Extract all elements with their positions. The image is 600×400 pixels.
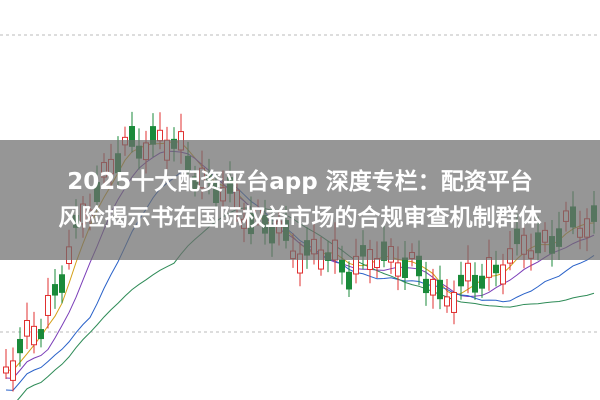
candle-body [437,279,443,300]
candle-body [430,278,436,296]
candle-body [52,284,58,296]
candle-body [38,329,44,340]
candle-body [486,257,492,278]
candle-body [31,325,37,346]
title-line: 风险揭示书在国际权益市场的合规审查机制群体 [58,205,542,231]
candle-body [444,296,450,307]
candle-body [24,320,30,337]
candle-body [493,264,499,274]
candle-body [451,291,457,313]
candle-body [3,366,9,374]
candle-body [465,262,471,282]
candle-body [458,274,464,287]
candle-body [17,338,23,354]
candle-body [479,275,485,289]
title-line: 2025十大配资平台app 深度专栏：配资平台 [67,169,533,195]
candle-body [346,271,352,290]
candle-body [339,259,345,273]
candle-body [472,274,478,293]
title-banner: 2025十大配资平台app 深度专栏：配资平台 风险揭示书在国际权益市场的合规审… [0,140,600,260]
candle-body [10,360,16,381]
candle-body [423,278,429,294]
candle-body [45,294,51,316]
candle-body [402,257,408,279]
candle-body [500,264,506,285]
candle-body [59,274,65,293]
candle-body [395,262,401,277]
